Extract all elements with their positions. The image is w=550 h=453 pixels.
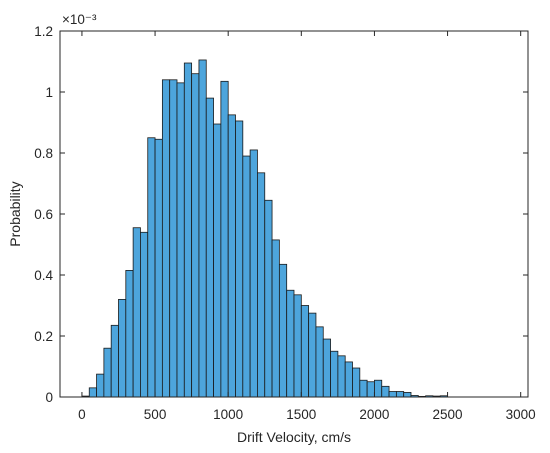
- plot-area-border: [59, 30, 529, 398]
- histogram-bar: [88, 387, 97, 398]
- x-tick-label: 1500: [286, 407, 316, 422]
- x-tick-labels: 0 500 1000 1500 2000 2500 3000: [78, 407, 536, 422]
- histogram-bar: [96, 373, 105, 398]
- histogram-bar: [271, 239, 280, 398]
- histogram-bar: [235, 120, 244, 398]
- histogram-bar: [344, 361, 353, 398]
- y-tick-label: 1: [45, 85, 53, 100]
- y-tick-label: 0: [45, 390, 53, 405]
- histogram-bar: [286, 289, 295, 398]
- histogram-bar: [227, 114, 236, 398]
- histogram-bar: [374, 379, 383, 398]
- histogram-bar: [359, 379, 368, 398]
- histogram-bar: [220, 80, 229, 398]
- y-exponent-label: ×10⁻³: [62, 12, 97, 27]
- histogram-bar: [300, 305, 310, 398]
- histogram-bar: [403, 392, 412, 398]
- histogram-bar: [191, 73, 200, 398]
- histogram-bar: [154, 138, 163, 398]
- histogram-bar: [308, 312, 317, 398]
- y-tick-label: 0.4: [34, 268, 53, 283]
- x-tick-label: 2500: [433, 407, 463, 422]
- histogram-bar: [293, 294, 302, 398]
- x-tick-label: 2000: [359, 407, 389, 422]
- histogram-bar: [352, 367, 361, 398]
- histogram-bar: [198, 59, 207, 398]
- histogram-bar: [118, 298, 127, 398]
- histogram-bar: [161, 79, 171, 398]
- histogram-bar: [337, 355, 346, 398]
- histogram-bar: [322, 338, 331, 398]
- histogram-bar: [176, 82, 185, 398]
- y-tick-label: 0.2: [34, 329, 53, 344]
- histogram-bar: [381, 385, 390, 398]
- histogram-bar: [264, 199, 273, 398]
- histogram-bar: [183, 62, 193, 398]
- y-axis-label: Probability: [7, 181, 23, 246]
- x-tick-label: 500: [144, 407, 167, 422]
- y-tick-label: 0.6: [34, 207, 53, 222]
- x-tick-label: 1000: [213, 407, 243, 422]
- x-tick-label: 0: [78, 407, 86, 422]
- histogram-bar: [147, 137, 156, 398]
- histogram-bars: [81, 59, 448, 398]
- histogram-bar: [169, 79, 178, 398]
- x-tick-label: 3000: [506, 407, 536, 422]
- histogram-bar: [249, 149, 258, 398]
- histogram-bar: [140, 231, 149, 398]
- histogram-bar: [388, 391, 397, 398]
- histogram-bar: [278, 263, 288, 398]
- histogram-bar: [315, 326, 324, 398]
- histogram-bar: [213, 123, 222, 398]
- histogram-bar: [330, 350, 339, 398]
- histogram-bar: [125, 270, 134, 398]
- histogram-bar: [110, 324, 119, 398]
- histogram-bar: [395, 391, 405, 398]
- x-axis-label: Drift Velocity, cm/s: [237, 429, 351, 445]
- y-tick-label: 1.2: [34, 24, 53, 39]
- histogram-bar: [132, 227, 141, 398]
- histogram-bar: [242, 155, 251, 398]
- histogram-bar: [103, 347, 112, 398]
- histogram-bar: [257, 172, 266, 398]
- y-tick-labels: 0 0.2 0.4 0.6 0.8 1 1.2: [34, 24, 53, 405]
- y-tick-label: 0.8: [34, 146, 53, 161]
- histogram-bar: [205, 97, 214, 398]
- histogram-bar: [366, 381, 375, 398]
